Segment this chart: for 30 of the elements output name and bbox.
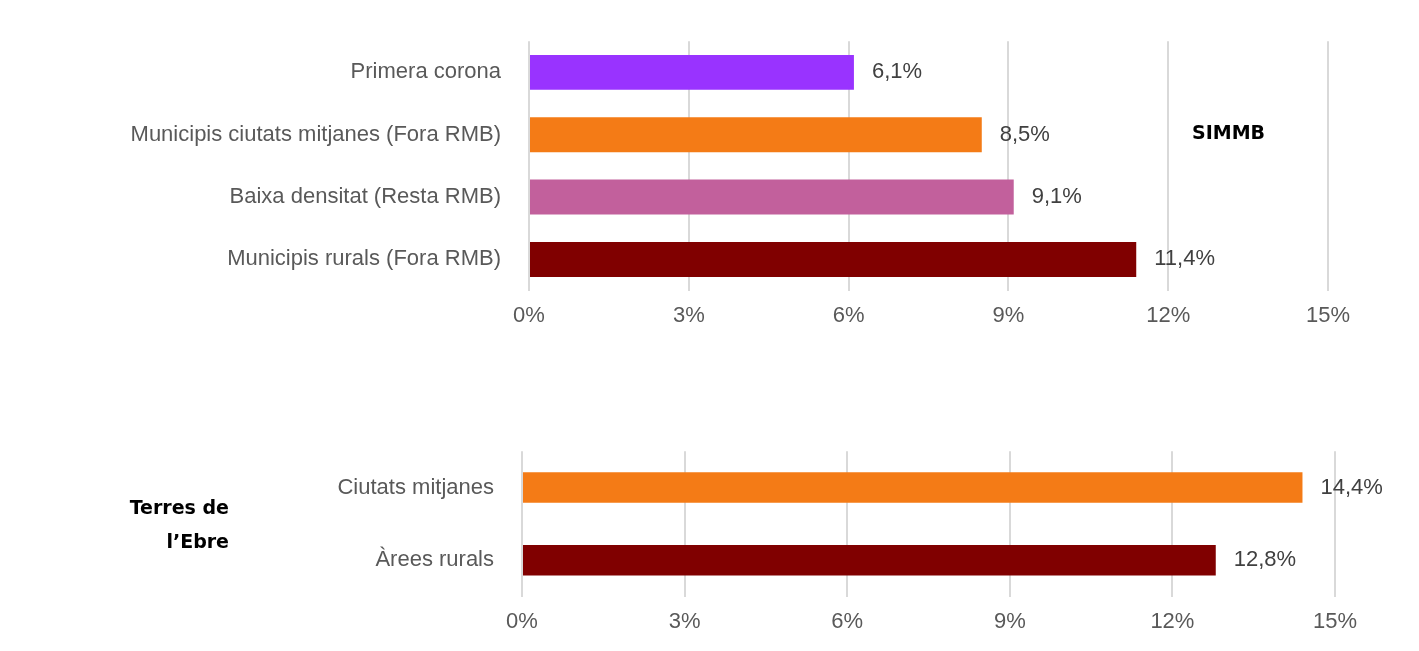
x-tick-label: 6% [831, 607, 864, 633]
y-tick-label: Municipis rurals (Fora RMB) [227, 245, 501, 271]
y-tick-label: Primera corona [350, 58, 502, 84]
x-tick-label: 9% [992, 301, 1025, 327]
data-label: 8,5% [999, 120, 1050, 146]
y-tick-label: Municipis ciutats mitjanes (Fora RMB) [130, 120, 501, 146]
bar [530, 241, 1137, 277]
x-tick-label: 6% [832, 301, 865, 327]
data-label: 14,4% [1320, 473, 1383, 499]
bar [530, 54, 854, 90]
data-label: 6,1% [871, 58, 923, 84]
x-tick-label: 3% [672, 301, 705, 327]
y-tick-label: Àrees rurals [375, 546, 494, 572]
text: Terres de l’Ebre [128, 495, 229, 554]
x-tick-label: 12% [1146, 301, 1191, 327]
y-tick-label: Ciutats mitjanes [337, 473, 494, 499]
x-tick-label: 0% [506, 607, 538, 633]
x-tick-label: 9% [993, 607, 1026, 633]
x-tick-label: 15% [1305, 301, 1351, 327]
x-tick-label: 3% [668, 607, 701, 633]
bar [530, 117, 982, 153]
y-tick-label: Baixa densitat (Resta RMB) [229, 183, 501, 209]
annotation: SIMMB [1192, 120, 1267, 145]
x-tick-label: 0% [513, 301, 545, 327]
data-label: 12,8% [1233, 546, 1297, 572]
data-label: 11,4% [1154, 245, 1215, 271]
data-label: 9,1% [1031, 183, 1082, 209]
x-tick-label: 15% [1312, 607, 1358, 633]
bar [530, 179, 1014, 215]
x-tick-label: 12% [1150, 607, 1195, 633]
